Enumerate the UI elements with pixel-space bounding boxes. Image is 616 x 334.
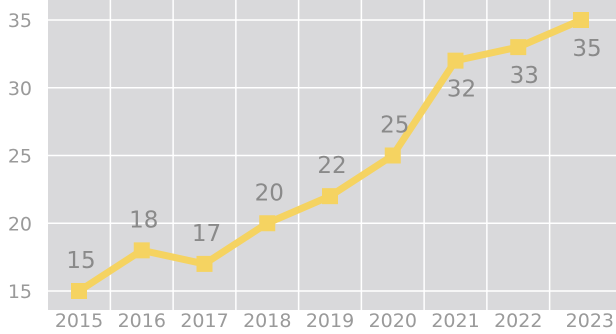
data-point-marker [573, 12, 589, 28]
x-tick-label: 2022 [494, 310, 542, 332]
x-tick-label: 2023 [566, 310, 614, 332]
x-axis-ticks: 2015 2016 2017 2018 2019 2020 2021 2022 2023 [55, 310, 614, 332]
x-tick-label: 2021 [431, 310, 479, 332]
x-tick-label: 2015 [55, 310, 103, 332]
y-tick-label: 15 [8, 281, 32, 303]
data-point-marker [133, 242, 150, 259]
y-axis-ticks: 15 20 25 30 35 [8, 10, 32, 303]
data-point-marker [259, 215, 276, 232]
x-tick-label: 2017 [180, 310, 228, 332]
data-point-marker [71, 283, 87, 299]
gridlines [48, 0, 616, 310]
y-tick-label: 30 [8, 78, 32, 100]
x-tick-label: 2019 [306, 310, 354, 332]
data-point-marker [196, 255, 213, 272]
data-label: 15 [66, 248, 95, 274]
data-point-marker [322, 188, 338, 205]
data-label: 33 [510, 63, 539, 89]
data-label: 25 [380, 113, 409, 139]
data-labels: 15 18 17 20 22 25 32 33 35 [66, 36, 601, 274]
data-point-marker [384, 147, 401, 164]
y-tick-label: 35 [8, 10, 32, 32]
data-point-marker [447, 52, 464, 69]
data-label: 35 [572, 36, 601, 62]
data-point-marker [510, 39, 527, 56]
x-tick-label: 2018 [243, 310, 291, 332]
data-label: 20 [255, 180, 284, 206]
x-tick-label: 2020 [369, 310, 417, 332]
y-tick-label: 20 [8, 213, 32, 235]
x-tick-label: 2016 [118, 310, 166, 332]
data-label: 18 [129, 207, 158, 233]
data-markers [71, 12, 589, 299]
y-tick-label: 25 [8, 146, 32, 168]
data-label: 22 [317, 153, 346, 179]
data-label: 17 [192, 221, 221, 247]
data-label: 32 [447, 77, 476, 103]
